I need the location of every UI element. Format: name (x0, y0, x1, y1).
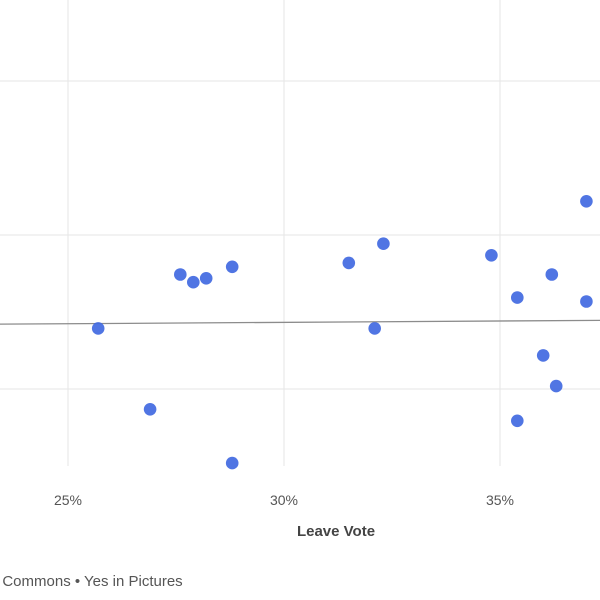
trendline-layer (0, 319, 600, 325)
data-point[interactable] (342, 256, 356, 270)
x-axis-title: Leave Vote (297, 523, 375, 540)
data-point[interactable] (377, 237, 390, 250)
data-point[interactable] (187, 275, 200, 289)
grid (0, 0, 600, 466)
data-point[interactable] (91, 322, 105, 335)
data-points (91, 195, 593, 470)
x-tick-label: 30% (270, 492, 298, 508)
data-point[interactable] (580, 195, 593, 208)
data-point[interactable] (485, 249, 498, 262)
x-tick-label: 25% (54, 492, 82, 508)
data-point[interactable] (580, 295, 593, 308)
data-point[interactable] (511, 414, 524, 428)
data-point[interactable] (225, 456, 239, 470)
data-point[interactable] (536, 349, 550, 362)
data-point[interactable] (545, 268, 559, 281)
trendline (0, 319, 600, 325)
x-axis-ticks: 25%30%35%40%45%50% (54, 492, 514, 508)
source-caption: f Commons • Yes in Pictures (0, 573, 183, 590)
source-caption-text: Commons • Yes in Pictures (2, 573, 183, 590)
data-point[interactable] (549, 379, 563, 393)
data-point[interactable] (174, 268, 187, 281)
x-tick-label: 35% (486, 492, 514, 508)
data-point[interactable] (368, 322, 382, 335)
data-point[interactable] (199, 272, 213, 285)
data-point[interactable] (511, 291, 524, 304)
data-point[interactable] (225, 260, 239, 274)
data-point[interactable] (143, 403, 157, 416)
